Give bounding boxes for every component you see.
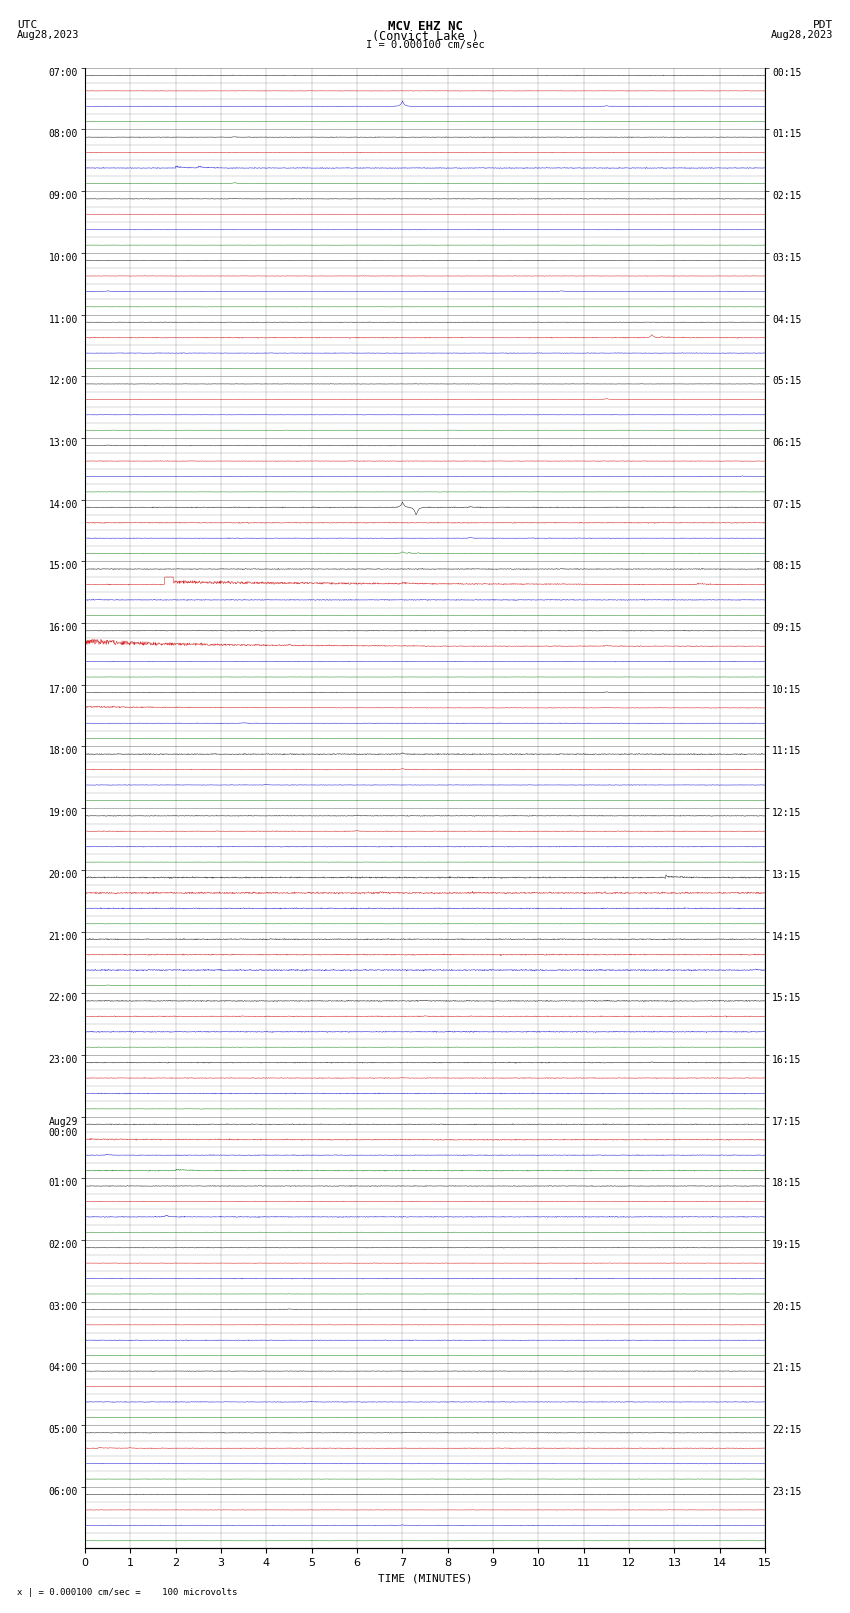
Text: (Convict Lake ): (Convict Lake ) [371, 31, 479, 44]
Text: UTC: UTC [17, 19, 37, 31]
Text: PDT: PDT [813, 19, 833, 31]
Text: x | = 0.000100 cm/sec =    100 microvolts: x | = 0.000100 cm/sec = 100 microvolts [17, 1587, 237, 1597]
Text: I = 0.000100 cm/sec: I = 0.000100 cm/sec [366, 39, 484, 50]
Text: Aug28,2023: Aug28,2023 [17, 31, 80, 40]
Text: Aug28,2023: Aug28,2023 [770, 31, 833, 40]
X-axis label: TIME (MINUTES): TIME (MINUTES) [377, 1574, 473, 1584]
Text: MCV EHZ NC: MCV EHZ NC [388, 19, 462, 34]
